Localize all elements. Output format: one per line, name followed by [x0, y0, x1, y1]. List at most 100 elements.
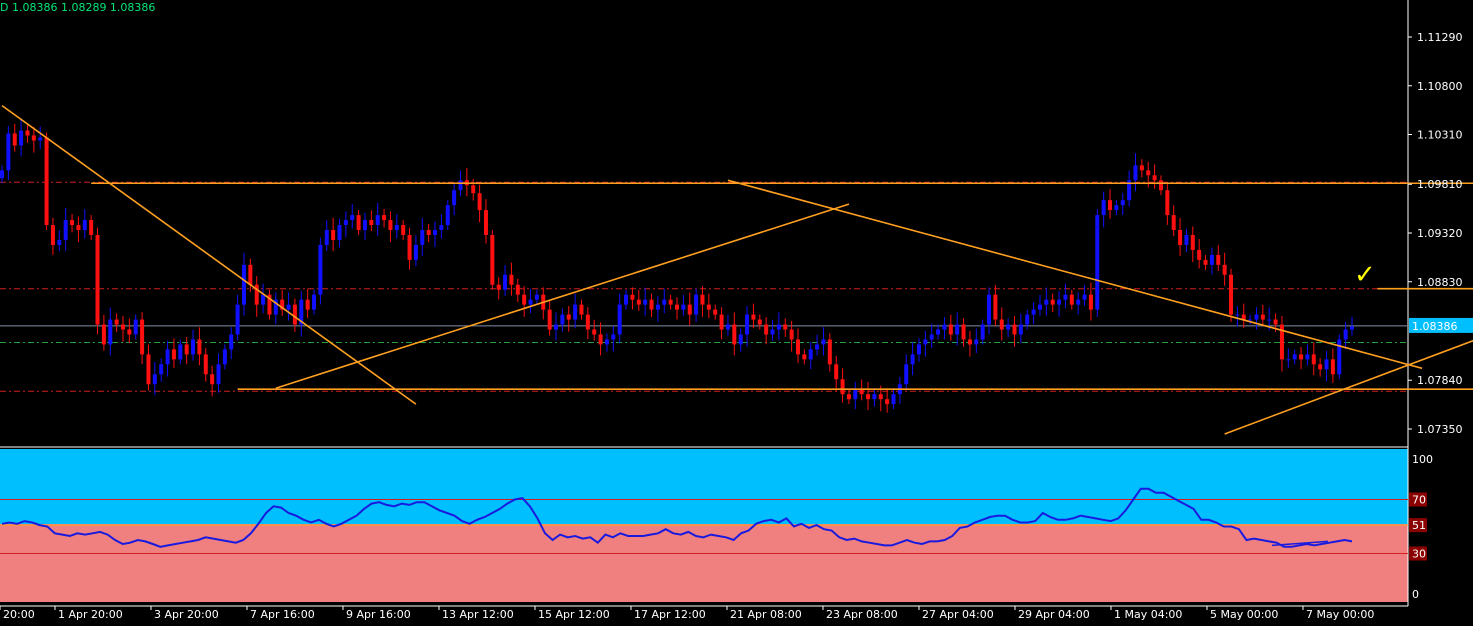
candle-body [1120, 200, 1125, 206]
rsi-divergence-line [1271, 540, 1329, 547]
rsi-tick-label: 0 [1412, 588, 1419, 601]
candle-body [305, 299, 310, 310]
candle-body [1095, 215, 1100, 310]
candle-body [827, 339, 832, 365]
candle-body [624, 294, 629, 305]
candle-body [923, 339, 928, 345]
candle-body [1197, 249, 1202, 260]
rsi-tick-label: 100 [1412, 453, 1433, 466]
candle-body [210, 374, 215, 385]
candle-body [439, 225, 444, 231]
candle-body [745, 314, 750, 335]
candle-body [1044, 299, 1049, 305]
candle-body [910, 354, 915, 365]
candle-body [630, 294, 635, 300]
candle-body [197, 339, 202, 355]
candle-body [1082, 294, 1087, 300]
candle-body [999, 319, 1004, 330]
candle-body [1108, 200, 1113, 211]
trendline [1224, 339, 1473, 435]
candle-body [362, 220, 367, 231]
candle-body [636, 299, 641, 305]
candle-body [808, 349, 813, 360]
candle-body [655, 304, 660, 310]
candle-body [694, 294, 699, 315]
candle-body [312, 294, 317, 310]
candle-body [483, 210, 488, 235]
candle-body [987, 294, 992, 325]
candle-body [662, 299, 667, 305]
candle-body [789, 329, 794, 340]
candle-body [1101, 200, 1106, 216]
candle-body [120, 324, 125, 330]
candle-body [286, 304, 291, 310]
time-tick-label: 1 Apr 20:00 [58, 608, 123, 621]
candle-body [38, 137, 43, 141]
candle-body [872, 394, 877, 400]
candle-body [394, 225, 399, 231]
candle-body [503, 274, 508, 290]
candle-body [331, 230, 336, 240]
current-price-label: 1.08386 [1412, 320, 1458, 333]
candle-body [1286, 359, 1291, 361]
candle-body [401, 225, 406, 235]
candle-body [885, 399, 890, 405]
time-tick-label: 15 Apr 12:00 [538, 608, 610, 621]
candle-body [732, 324, 737, 345]
candle-body [961, 324, 966, 340]
candle-body [719, 314, 724, 330]
candle-body [1158, 180, 1163, 191]
candle-body [566, 314, 571, 320]
candle-body [783, 324, 788, 330]
candle-body [1018, 324, 1023, 335]
candle-body [477, 193, 482, 211]
candle-body [1241, 314, 1246, 320]
candle-body [50, 225, 55, 245]
candle-body [1165, 190, 1170, 216]
price-tick-label: 1.11290 [1417, 31, 1463, 44]
candle-body [795, 339, 800, 355]
candle-body [1076, 299, 1081, 305]
candle-body [356, 215, 361, 231]
candle-body [687, 304, 692, 315]
candle-body [1330, 359, 1335, 375]
candle-body [948, 324, 953, 335]
candle-body [509, 274, 514, 285]
candle-body [942, 324, 947, 330]
candle-body [1337, 339, 1342, 375]
candle-body [350, 215, 355, 221]
candle-body [452, 190, 457, 206]
candle-body [375, 215, 380, 226]
candle-body [203, 354, 208, 375]
candle-body [598, 334, 603, 345]
candle-body [261, 294, 266, 305]
rsi-overbought-zone [0, 449, 1408, 524]
candle-body [0, 170, 4, 179]
candle-body [1190, 234, 1195, 250]
candle-body [1292, 354, 1297, 360]
candle-body [70, 220, 75, 226]
candle-body [1350, 326, 1354, 330]
candle-body [57, 239, 62, 245]
candle-body [713, 309, 718, 315]
candle-body [165, 349, 170, 365]
candle-body [146, 354, 151, 385]
candle-body [241, 264, 246, 305]
candle-body [1184, 234, 1189, 245]
candle-body [1012, 324, 1017, 335]
candle-body [12, 133, 17, 146]
candle-body [560, 314, 565, 325]
candle-body [44, 137, 49, 226]
candle-body [1260, 314, 1265, 320]
candle-body [604, 339, 609, 345]
trendline [1, 105, 417, 405]
candle-body [235, 304, 240, 335]
candle-body [407, 234, 412, 260]
candle-body [127, 329, 132, 335]
candle-body [1324, 359, 1329, 370]
candle-body [299, 299, 304, 325]
rsi-level-badge [1409, 492, 1427, 507]
candle-body [1133, 165, 1138, 181]
candle-body [114, 319, 119, 325]
